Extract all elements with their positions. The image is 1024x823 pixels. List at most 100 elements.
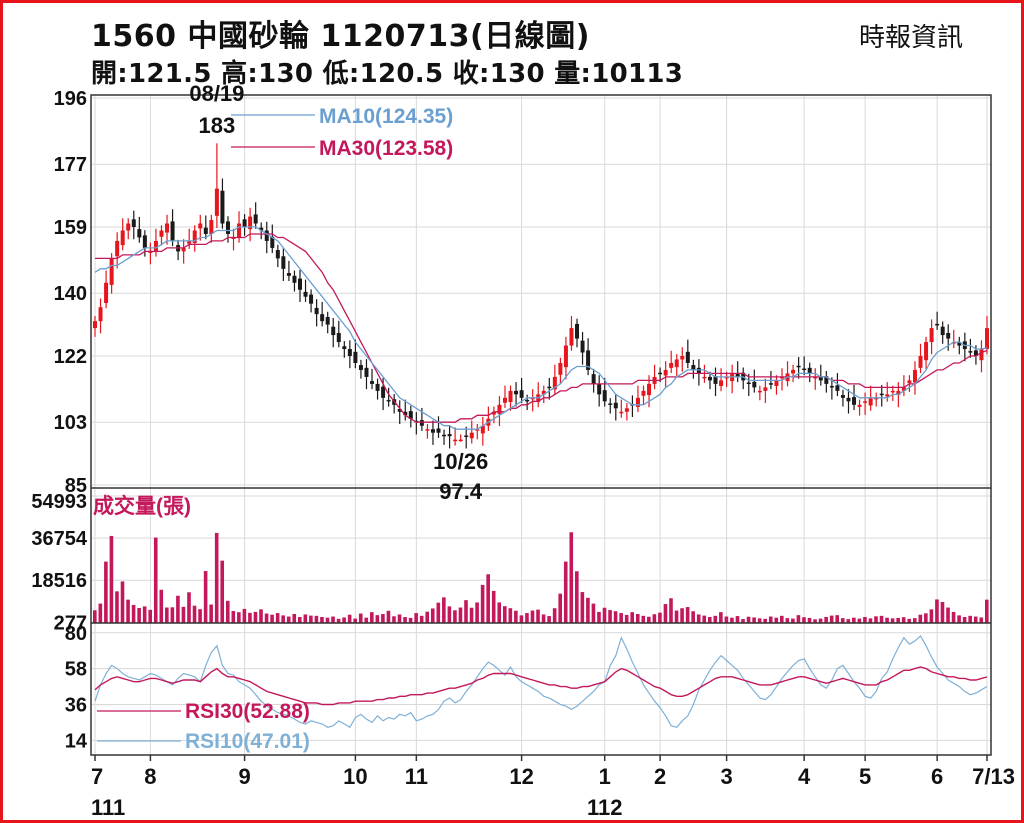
volume-bar (153, 537, 158, 623)
volume-bar (940, 601, 945, 623)
volume-bar (824, 616, 828, 623)
price-tick-label: 122 (54, 346, 87, 368)
volume-bar (370, 612, 374, 623)
candle-body (491, 411, 496, 415)
volume-bar (220, 560, 225, 623)
candle-body (480, 425, 485, 434)
volume-bar (796, 615, 801, 623)
volume-bar (181, 606, 186, 623)
volume-bar (968, 615, 972, 623)
volume-bar (702, 615, 707, 623)
candle-body (436, 428, 441, 433)
candle-body (297, 278, 302, 290)
volume-bar (763, 618, 767, 623)
candle-body (558, 362, 563, 375)
candle-body (912, 369, 917, 383)
month-tick-label: 5 (859, 764, 871, 789)
price-tick-label: 103 (54, 412, 87, 434)
volume-bar (309, 615, 313, 623)
candle-body (719, 380, 724, 386)
ma10-legend-label: MA10(124.35) (319, 105, 453, 128)
volume-bar (530, 610, 535, 623)
candle-body (735, 373, 740, 377)
month-tick-label: 1 (599, 764, 611, 789)
volume-bar (469, 607, 474, 623)
candle-body (386, 399, 391, 402)
volume-bar (630, 612, 635, 623)
candle-body (918, 356, 923, 368)
candle-body (824, 376, 829, 384)
candle-body (220, 190, 225, 224)
candle-body (430, 429, 435, 433)
candle-body (713, 376, 718, 384)
volume-bar (580, 592, 585, 623)
price-tick-label: 140 (54, 283, 87, 305)
volume-bar (757, 618, 762, 623)
rsi10-legend-label: RSI10(47.01) (185, 730, 310, 753)
candle-body (940, 326, 945, 336)
candle-body (691, 365, 696, 370)
candle-body (181, 247, 186, 252)
volume-bar (829, 615, 834, 623)
candle-body (597, 383, 602, 395)
volume-bar (813, 619, 817, 623)
candle-body (586, 350, 591, 370)
data-source-label: 時報資訊 (859, 23, 964, 53)
volume-bar (685, 607, 690, 623)
candle-body (757, 390, 762, 393)
rsi-lines (94, 635, 988, 729)
volume-bar (386, 610, 391, 623)
volume-bar (741, 619, 745, 623)
volume-bar (514, 610, 518, 623)
month-tick-label: 11 (405, 764, 428, 789)
volume-bar (519, 615, 524, 623)
rsi30-legend-label: RSI30(52.88) (185, 700, 310, 723)
plot-border (90, 94, 992, 756)
candle-body (901, 387, 906, 391)
volume-bar (840, 618, 845, 623)
candle-body (547, 386, 552, 389)
candle-body (752, 381, 757, 388)
volume-bar (525, 613, 529, 623)
volume-bar (752, 617, 756, 623)
candle-body (658, 372, 663, 375)
candle-body (325, 316, 330, 325)
annotation-date: 10/26 (433, 449, 488, 474)
candle-body (209, 220, 214, 234)
volume-bar (392, 616, 396, 623)
volume-bar (652, 614, 657, 623)
volume-bar (802, 617, 806, 623)
candle-body (292, 275, 297, 283)
candle-body (696, 367, 701, 374)
volume-bar (552, 608, 557, 623)
candle-body (935, 323, 940, 326)
panel-borders (90, 94, 992, 756)
candle-body (475, 429, 480, 431)
candle-body (746, 382, 751, 384)
volume-bar (669, 598, 673, 623)
volume-bar (270, 614, 274, 623)
candle-body (131, 219, 136, 227)
volume-bar (973, 616, 978, 623)
volume-bar (680, 608, 684, 623)
price-tick-label: 177 (54, 154, 87, 176)
candle-body (159, 230, 164, 237)
candle-body (165, 223, 170, 233)
candle-body (142, 235, 147, 248)
ma30-line (95, 233, 988, 423)
candle-body (641, 390, 646, 396)
volume-bar (209, 604, 213, 623)
candle-body (563, 345, 568, 368)
month-tick-label: 6 (931, 764, 943, 789)
candle-body (707, 376, 712, 381)
volume-bar (885, 617, 889, 623)
candle-body (907, 380, 912, 384)
candle-body (214, 188, 219, 216)
volume-bar (203, 571, 208, 623)
volume-bar (497, 602, 502, 623)
candle-body (153, 240, 158, 252)
volume-bar (358, 613, 363, 623)
volume-bar (508, 608, 513, 623)
volume-bar (502, 606, 507, 623)
candle-body (846, 397, 851, 402)
